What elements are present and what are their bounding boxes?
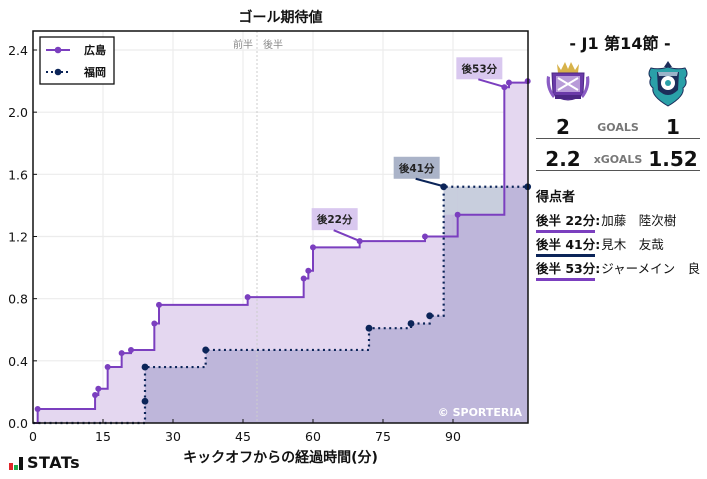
series-areas [33,81,528,423]
scorer-name: ジャーメイン 良 [601,261,701,276]
match-title: - J1 第14節 - [569,34,671,53]
sanfrecce-hiroshima-crest-icon [543,58,593,108]
avispa-fukuoka-crest-icon [643,58,693,108]
scorer-sep: : [595,237,601,252]
home-goals: 2 [556,115,570,139]
goals-label: GOALS [597,121,639,134]
match-summary-panel: - J1 第14節 - 2 GOALS 1 2.2 xGOALS 1.52 [533,0,707,479]
x-axis-label: キックオフからの経過時間(分) [183,450,378,466]
svg-text:後53分: 後53分 [461,62,498,75]
svg-text:0.8: 0.8 [8,292,28,307]
watermark: © SPORTERIA [438,406,523,419]
scorer-time: 後半 53分 [536,258,596,281]
svg-text:30: 30 [165,429,181,444]
svg-text:2.4: 2.4 [8,43,28,58]
svg-text:後22分: 後22分 [316,213,353,226]
stats-logo-text: STATs [27,453,81,472]
svg-text:2.0: 2.0 [8,105,28,120]
svg-text:75: 75 [375,429,391,444]
svg-text:前半: 前半 [233,38,253,51]
stats-logo: STATs [9,453,81,472]
chart-title: ゴール期待値 [238,10,323,26]
scorer-row: 後半 41分:見木 友哉 [536,234,664,257]
scorer-row: 後半 53分:ジャーメイン 良 [536,258,700,281]
axes: 0 15 30 45 60 75 90 0.0 0.4 0.8 1.2 1.6 2.0 2.4 [8,30,529,444]
svg-text:60: 60 [305,429,321,444]
goal-annotations: 後22分 後41分 後53分 [311,57,503,242]
svg-text:45: 45 [235,429,251,444]
scorers-title: 得点者 [536,190,576,205]
svg-text:1.6: 1.6 [8,167,28,182]
svg-text:0: 0 [29,429,37,444]
svg-text:広島: 広島 [84,43,106,57]
xgoals-row: 2.2 xGOALS 1.52 [536,146,700,171]
home-xgoals: 2.2 [545,147,581,171]
scorer-time: 後半 22分 [536,210,596,233]
stats-bar-icon [9,456,23,470]
halftime-marker: 前半 後半 [233,31,283,423]
svg-text:90: 90 [445,429,461,444]
scorer-name: 加藤 陸次樹 [601,213,677,228]
svg-text:0.4: 0.4 [8,354,28,369]
scorer-name: 見木 友哉 [601,237,664,252]
scorer-sep: : [595,261,601,276]
away-goals: 1 [666,115,680,139]
series-lines [33,78,532,425]
goals-row: 2 GOALS 1 [536,114,700,139]
svg-text:後41分: 後41分 [398,162,435,175]
svg-text:福岡: 福岡 [83,65,106,79]
svg-text:1.2: 1.2 [8,230,28,245]
xg-step-chart: 前半 後半 後22分 後41分 後53分 0 15 30 45 60 75 90 0.0 0.4 0.8… [8,30,532,444]
scorer-row: 後半 22分:加藤 陸次樹 [536,210,676,233]
svg-text:後半: 後半 [263,38,283,51]
scorer-time: 後半 41分 [536,234,596,257]
xgoals-label: xGOALS [593,153,643,166]
svg-text:15: 15 [95,429,111,444]
away-xgoals: 1.52 [648,147,698,171]
svg-text:0.0: 0.0 [8,416,28,431]
scorer-sep: : [595,213,601,228]
